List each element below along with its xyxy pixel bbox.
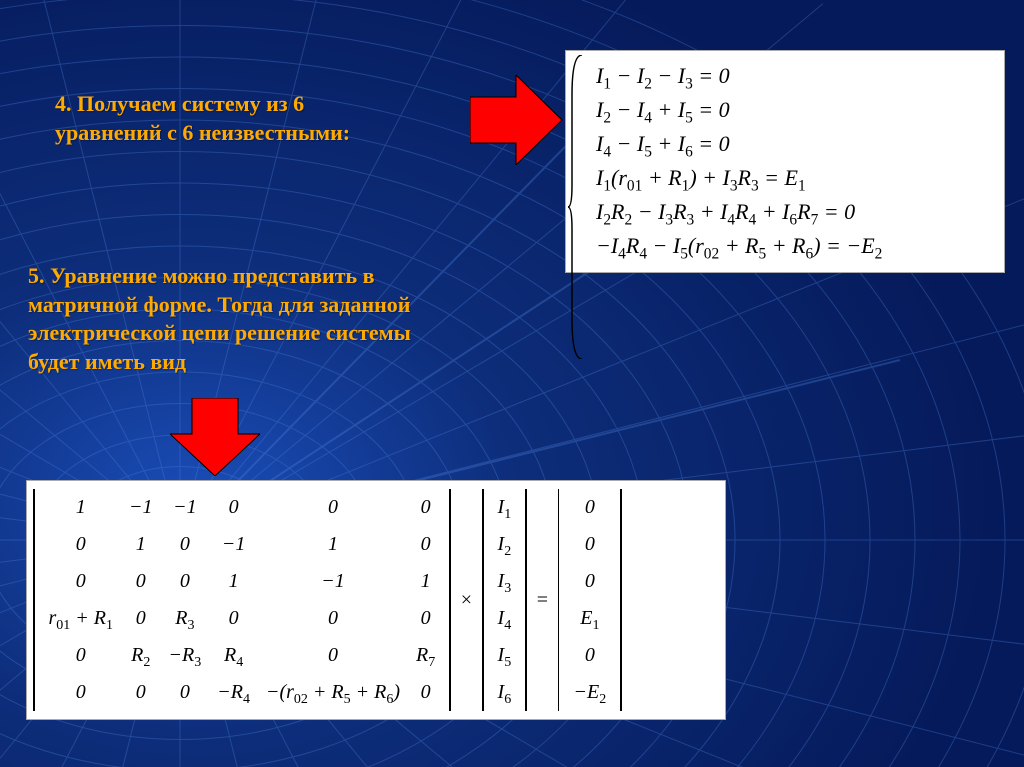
matrix-delimiter: [525, 489, 527, 711]
unknowns-vector: I1I2I3I4I5I6: [490, 489, 520, 711]
matrix-cell: 1: [408, 563, 443, 600]
matrix-cell: −1: [161, 489, 210, 526]
arrow-right-icon: [470, 75, 562, 165]
rhs-vector: 000E10−E2: [565, 489, 614, 711]
matrix-cell: 1: [258, 526, 408, 563]
matrix-cell: −R3: [161, 637, 210, 674]
matrix-cell: 0: [565, 526, 614, 563]
matrix-cell: 0: [161, 563, 210, 600]
matrix-cell: R7: [408, 637, 443, 674]
matrix-cell: −1: [121, 489, 161, 526]
matrix-cell: 0: [209, 600, 258, 637]
matrix-cell: 1: [121, 526, 161, 563]
matrix-cell: I2: [490, 526, 520, 563]
heading-step-5: 5. Уравнение можно представить в матричн…: [28, 262, 428, 376]
equals-operator: =: [533, 585, 552, 616]
matrix-cell: 0: [565, 637, 614, 674]
matrix-equation-box: 1−1−1000010−1100001−11r01 + R10R30000R2−…: [26, 480, 726, 720]
matrix-cell: 0: [41, 563, 122, 600]
left-brace-icon: [568, 55, 586, 359]
matrix-cell: R3: [161, 600, 210, 637]
matrix-cell: −E2: [565, 674, 614, 711]
equation-row: I1(r01 + R1) + I3R3 = E1: [572, 161, 994, 195]
matrix-cell: 0: [565, 563, 614, 600]
matrix-cell: 1: [209, 563, 258, 600]
matrix-cell: 0: [408, 489, 443, 526]
matrix-cell: I5: [490, 637, 520, 674]
matrix-cell: r01 + R1: [41, 600, 122, 637]
equation-row: I2R2 − I3R3 + I4R4 + I6R7 = 0: [572, 195, 994, 229]
times-operator: ×: [457, 585, 476, 616]
equation-row: −I4R4 − I5(r02 + R5 + R6) = −E2: [572, 229, 994, 263]
matrix-cell: 0: [209, 489, 258, 526]
matrix-cell: 1: [41, 489, 122, 526]
matrix-cell: −1: [209, 526, 258, 563]
matrix-cell: I1: [490, 489, 520, 526]
matrix-cell: E1: [565, 600, 614, 637]
equation-row: I1 − I2 − I3 = 0: [572, 59, 994, 93]
matrix-cell: 0: [258, 489, 408, 526]
matrix-cell: 0: [121, 600, 161, 637]
coefficient-matrix: 1−1−1000010−1100001−11r01 + R10R30000R2−…: [41, 489, 444, 711]
arrow-down-icon: [170, 398, 260, 476]
matrix-cell: 0: [565, 489, 614, 526]
matrix-cell: I6: [490, 674, 520, 711]
matrix-cell: −(r02 + R5 + R6): [258, 674, 408, 711]
matrix-cell: 0: [408, 674, 443, 711]
matrix-cell: 0: [121, 674, 161, 711]
matrix-delimiter: [558, 489, 560, 711]
matrix-cell: 0: [161, 526, 210, 563]
matrix-cell: R4: [209, 637, 258, 674]
matrix-cell: 0: [121, 563, 161, 600]
matrix-cell: 0: [41, 674, 122, 711]
matrix-cell: 0: [41, 637, 122, 674]
matrix-cell: 0: [41, 526, 122, 563]
equation-row: I4 − I5 + I6 = 0: [572, 127, 994, 161]
matrix-cell: 0: [408, 600, 443, 637]
matrix-cell: 0: [258, 637, 408, 674]
matrix-delimiter: [620, 489, 622, 711]
matrix-cell: 0: [408, 526, 443, 563]
matrix-cell: 0: [258, 600, 408, 637]
matrix-delimiter: [33, 489, 35, 711]
equation-row: I2 − I4 + I5 = 0: [572, 93, 994, 127]
matrix-cell: 0: [161, 674, 210, 711]
matrix-cell: R2: [121, 637, 161, 674]
matrix-cell: I4: [490, 600, 520, 637]
matrix-cell: −R4: [209, 674, 258, 711]
matrix-cell: I3: [490, 563, 520, 600]
equation-system-box: I1 − I2 − I3 = 0I2 − I4 + I5 = 0I4 − I5 …: [565, 50, 1005, 273]
heading-step-4: 4. Получаем систему из 6 уравнений с 6 н…: [55, 90, 405, 147]
matrix-delimiter: [482, 489, 484, 711]
matrix-delimiter: [449, 489, 451, 711]
matrix-cell: −1: [258, 563, 408, 600]
